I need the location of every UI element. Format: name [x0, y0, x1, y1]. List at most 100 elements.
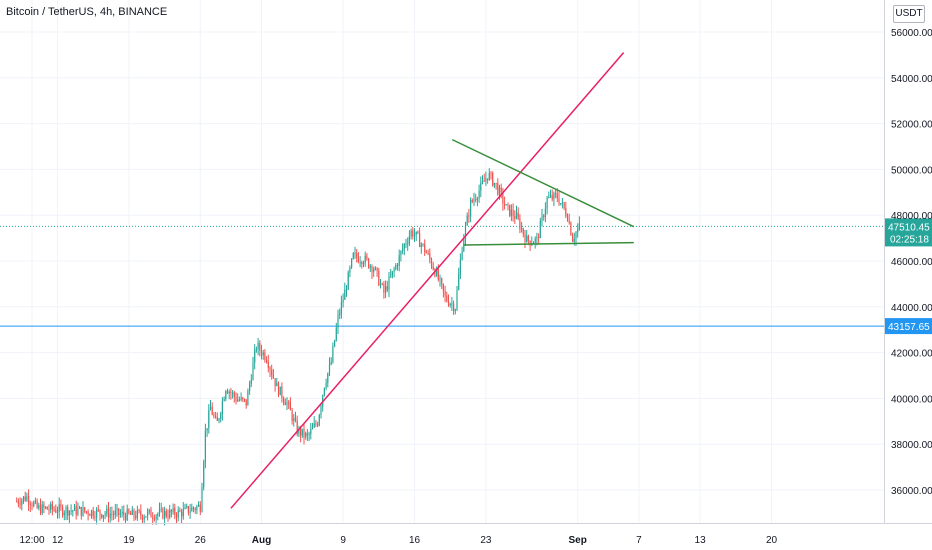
candle-body: [249, 383, 251, 391]
candle-body: [126, 509, 128, 521]
candle-body: [97, 509, 99, 511]
candle-body: [415, 231, 417, 236]
x-tick-label: 26: [195, 535, 207, 546]
trendlines[interactable]: [230, 52, 635, 509]
horizontal-support-trendline[interactable]: [463, 241, 634, 246]
candle-body: [121, 511, 123, 514]
candle-body: [65, 507, 67, 514]
candle-body: [257, 342, 259, 349]
candle-body: [476, 198, 478, 200]
candle-body: [101, 514, 103, 518]
candle-body: [269, 367, 271, 370]
candle-body: [232, 392, 234, 394]
candle-body: [323, 387, 325, 396]
candle-body: [558, 198, 560, 205]
candle-body: [196, 506, 198, 510]
candle-body: [481, 180, 484, 183]
candle-body: [368, 258, 370, 268]
currency-button[interactable]: USDT: [893, 5, 925, 23]
candle-body: [152, 517, 154, 519]
candle-body: [315, 423, 317, 425]
candle-body: [473, 199, 475, 202]
candle-body: [300, 428, 302, 436]
candle-body: [50, 503, 52, 510]
candle-body: [470, 200, 472, 217]
time-axis[interactable]: 12:00 12 19 26 Aug 9 16 23 Sep 7 13 20: [0, 523, 932, 547]
candle-body: [187, 506, 189, 513]
candle-body: [286, 402, 288, 405]
candle-body: [464, 225, 467, 239]
candle-body: [211, 406, 213, 415]
candle-body: [242, 397, 244, 399]
candle-body: [388, 276, 390, 291]
candle-body: [504, 203, 506, 206]
candle-body: [534, 238, 536, 243]
candle-body: [216, 417, 218, 421]
candle-body: [359, 262, 361, 264]
candle-body: [296, 420, 298, 435]
candle-body: [512, 209, 514, 217]
candle-body: [123, 511, 125, 516]
candle-body: [147, 511, 149, 517]
candle-body: [437, 269, 439, 280]
candle-body: [111, 513, 113, 515]
candle-body: [92, 510, 94, 517]
descending-resistance-trendline[interactable]: [451, 138, 635, 228]
x-tick-label: 23: [480, 535, 492, 546]
candle-body: [374, 267, 376, 270]
candle-body: [209, 406, 212, 411]
candle-body: [237, 399, 239, 402]
candle-body: [113, 514, 115, 516]
candle-body: [383, 284, 385, 293]
candle-body: [560, 203, 562, 205]
candle-body: [271, 369, 273, 376]
candle-body: [303, 428, 305, 438]
candle-body: [119, 513, 121, 515]
candle-body: [218, 418, 220, 421]
current-price-label: 47510.45: [888, 222, 930, 233]
candle-body: [104, 513, 106, 516]
candle-body: [356, 252, 358, 258]
candle-body: [553, 192, 555, 200]
candle-body: [311, 427, 314, 430]
candle-body: [451, 303, 453, 305]
candle-body: [390, 275, 392, 277]
rising-support-trendline[interactable]: [230, 52, 625, 509]
candle-body: [245, 399, 247, 406]
candle-body: [308, 433, 310, 435]
candle-body: [410, 230, 412, 237]
candle-body: [31, 505, 33, 507]
candle-body: [198, 504, 200, 507]
candle-body: [46, 507, 48, 510]
candle-body: [230, 391, 232, 394]
candle-body: [194, 508, 196, 510]
price-axis[interactable]: 36000.00 38000.00 40000.00 42000.00 44000.00…: [884, 0, 932, 523]
candle-body: [243, 398, 246, 400]
candle-body: [266, 359, 268, 362]
candle-body: [175, 515, 178, 518]
candle-body: [82, 507, 84, 516]
candle-body: [538, 236, 540, 239]
candle-body: [107, 508, 110, 518]
candle-body: [189, 511, 191, 513]
candle-body: [191, 507, 193, 512]
x-tick-label: 13: [695, 535, 707, 546]
candle-body: [328, 364, 331, 374]
candle-body: [507, 204, 509, 206]
grid-lines: [0, 0, 884, 523]
candle-body: [466, 215, 468, 226]
candle-body: [89, 514, 91, 516]
candle-body: [391, 271, 393, 276]
candle-body: [417, 231, 419, 234]
y-tick-label: 38000.00: [891, 440, 932, 451]
candle-body: [385, 286, 387, 293]
x-tick-label: 16: [409, 535, 421, 546]
candle-body: [124, 515, 127, 521]
candle-body: [578, 223, 580, 229]
candle-body: [62, 506, 64, 516]
candle-body: [405, 244, 407, 246]
candle-body: [549, 195, 552, 197]
candle-body: [420, 244, 422, 247]
